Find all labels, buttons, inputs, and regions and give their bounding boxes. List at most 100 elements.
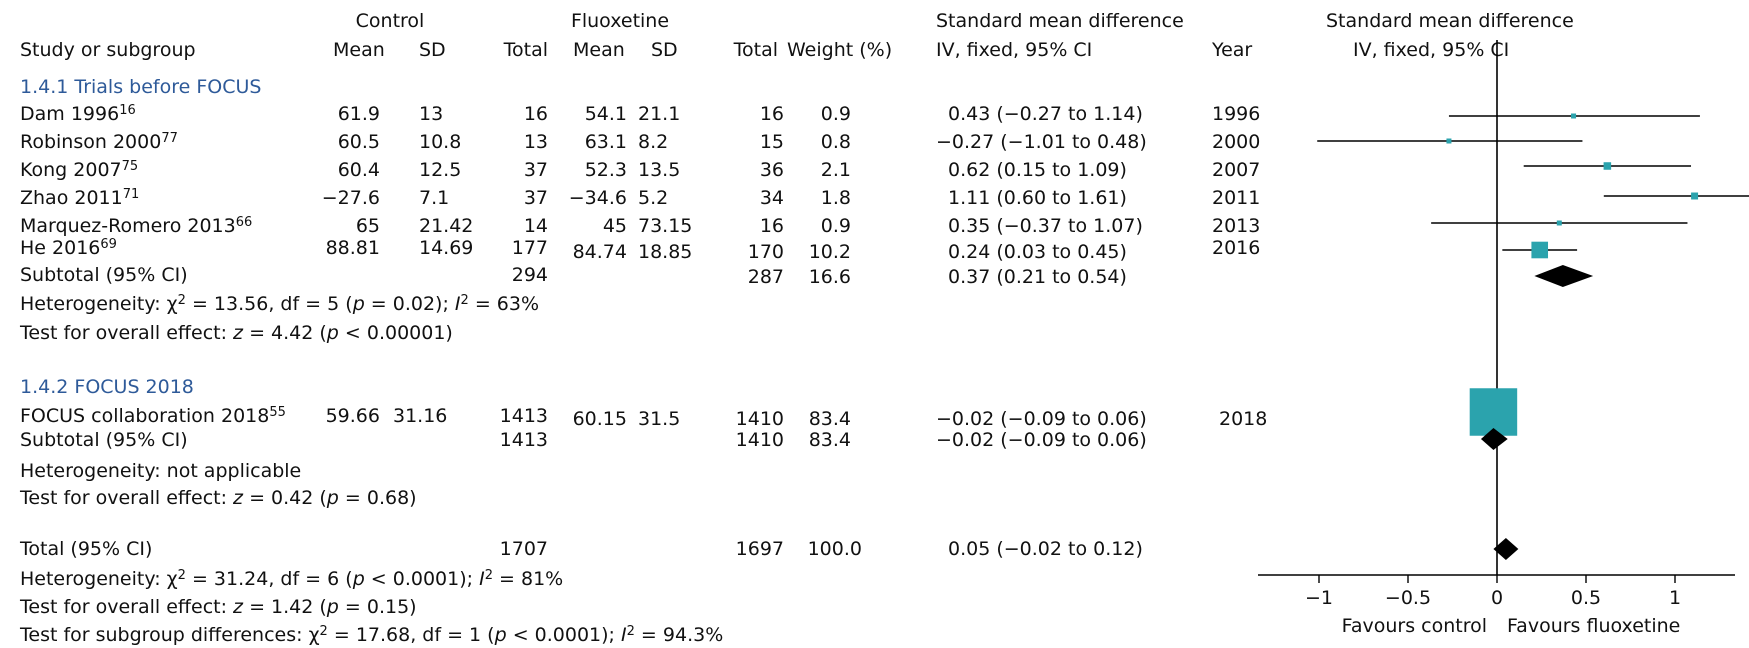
control-sd: 13 (419, 103, 444, 125)
study-marker (1556, 220, 1562, 226)
x-tick-label: 0 (1491, 587, 1503, 609)
subgroup-difference-stat: Test for subgroup differences: χ2 = 17.6… (20, 624, 724, 646)
ci-value: −0.02 (−0.09 to 0.06) (936, 408, 1147, 430)
ci-value: −0.02 (−0.09 to 0.06) (936, 429, 1147, 451)
year-value: 2007 (1212, 159, 1261, 181)
group-title: 1.4.1 Trials before FOCUS (20, 76, 262, 98)
control-mean: 60.5 (337, 131, 380, 153)
control-total: 13 (523, 131, 548, 153)
control-sd: 7.1 (419, 187, 450, 209)
fluoxetine-total: 36 (759, 159, 784, 181)
control-mean: 88.81 (325, 237, 380, 259)
year-value: 2013 (1212, 215, 1261, 237)
pooled-diamond (1480, 428, 1508, 450)
fluoxetine-total: 16 (759, 103, 784, 125)
year-value: 2016 (1212, 237, 1261, 259)
fluoxetine-sd: 5.2 (638, 187, 669, 209)
control-total: 1413 (499, 405, 548, 427)
control-total: 14 (523, 215, 548, 237)
overall-effect-stat: Test for overall effect: z = 4.42 (p < 0… (20, 322, 453, 344)
smd-header: Standard mean difference (936, 10, 1184, 32)
study-marker (1691, 192, 1699, 200)
study-name: FOCUS collaboration 201855 (20, 405, 286, 427)
total-label: Total (95% CI) (20, 538, 153, 560)
control-sd: 31.16 (393, 405, 448, 427)
x-tick-label: 0.5 (1571, 587, 1601, 609)
reference-number: 66 (235, 215, 253, 230)
weight-value: 1.8 (820, 187, 851, 209)
control-total: 294 (511, 264, 548, 286)
fluoxetine-total: 170 (747, 241, 784, 263)
control-total: 37 (523, 159, 548, 181)
fluoxetine-mean: 54.1 (584, 103, 627, 125)
study-name: Dam 199616 (20, 103, 136, 125)
control-mean-header: Mean (333, 39, 385, 61)
weight-header: Weight (%) (787, 39, 893, 61)
control-total: 177 (511, 237, 548, 259)
favours-control-label: Favours control (1342, 615, 1487, 637)
control-mean: 61.9 (337, 103, 380, 125)
fluoxetine-mean: 60.15 (572, 408, 627, 430)
weight-value: 10.2 (808, 241, 851, 263)
fluoxetine-total: 15 (759, 131, 784, 153)
ci-value: 0.62 (0.15 to 1.09) (948, 159, 1127, 181)
weight-value: 100.0 (807, 538, 862, 560)
fluoxetine-sd: 8.2 (638, 131, 669, 153)
ci-value: 0.43 (−0.27 to 1.14) (948, 103, 1143, 125)
favours-fluoxetine-label: Favours fluoxetine (1507, 615, 1680, 637)
control-sd: 21.42 (419, 215, 474, 237)
ci-value: 1.11 (0.60 to 1.61) (948, 187, 1127, 209)
study-name: Marquez-Romero 201366 (20, 215, 253, 237)
study-name: He 201669 (20, 237, 117, 259)
x-tick-label: −1 (1305, 587, 1333, 609)
control-header: Control (355, 10, 425, 32)
reference-number: 69 (100, 237, 117, 252)
weight-value: 16.6 (808, 266, 851, 288)
heterogeneity-stat: Heterogeneity: χ2 = 13.56, df = 5 (p = 0… (20, 293, 540, 315)
reference-number: 75 (121, 159, 139, 174)
control-mean: 60.4 (337, 159, 380, 181)
ci-value: −0.27 (−1.01 to 0.48) (936, 131, 1147, 153)
x-tick-label: 1 (1669, 587, 1681, 609)
plot-ci-header: IV, fixed, 95% CI (1353, 39, 1510, 61)
year-header: Year (1212, 39, 1253, 61)
subtotal-label: Subtotal (95% CI) (20, 429, 188, 451)
control-total: 37 (523, 187, 548, 209)
ci-value: 0.05 (−0.02 to 0.12) (948, 538, 1143, 560)
ci-value: 0.24 (0.03 to 0.45) (948, 241, 1127, 263)
control-sd: 10.8 (419, 131, 462, 153)
study-marker (1571, 113, 1577, 119)
ci-value: 0.35 (−0.37 to 1.07) (948, 215, 1143, 237)
control-sd: 14.69 (419, 237, 474, 259)
study-marker (1469, 388, 1518, 436)
fluoxetine-total: 287 (747, 266, 784, 288)
control-total: 16 (523, 103, 548, 125)
heterogeneity-stat: Heterogeneity: not applicable (20, 460, 302, 482)
fluoxetine-mean: 45 (602, 215, 627, 237)
study-marker (1603, 162, 1612, 170)
year-value: 2018 (1219, 408, 1268, 430)
control-mean: −27.6 (321, 187, 380, 209)
year-value: 2011 (1212, 187, 1261, 209)
weight-value: 2.1 (820, 159, 851, 181)
fluoxetine-total: 1410 (735, 429, 784, 451)
control-mean: 65 (355, 215, 380, 237)
pooled-diamond (1534, 265, 1594, 287)
control-total: 1707 (499, 538, 548, 560)
control-mean: 59.66 (325, 405, 380, 427)
fluoxetine-total-header: Total (733, 39, 778, 61)
ci-header: IV, fixed, 95% CI (936, 39, 1093, 61)
weight-value: 0.8 (820, 131, 851, 153)
fluoxetine-sd-header: SD (651, 39, 678, 61)
reference-number: 16 (119, 103, 136, 118)
fluoxetine-total: 1697 (735, 538, 784, 560)
fluoxetine-header: Fluoxetine (570, 10, 670, 32)
weight-value: 0.9 (820, 215, 851, 237)
heterogeneity-stat: Heterogeneity: χ2 = 31.24, df = 6 (p < 0… (20, 568, 564, 590)
study-marker (1531, 241, 1549, 259)
weight-value: 0.9 (820, 103, 851, 125)
fluoxetine-sd: 31.5 (638, 408, 681, 430)
reference-number: 77 (161, 131, 178, 146)
fluoxetine-total: 1410 (735, 408, 784, 430)
control-total: 1413 (499, 429, 548, 451)
